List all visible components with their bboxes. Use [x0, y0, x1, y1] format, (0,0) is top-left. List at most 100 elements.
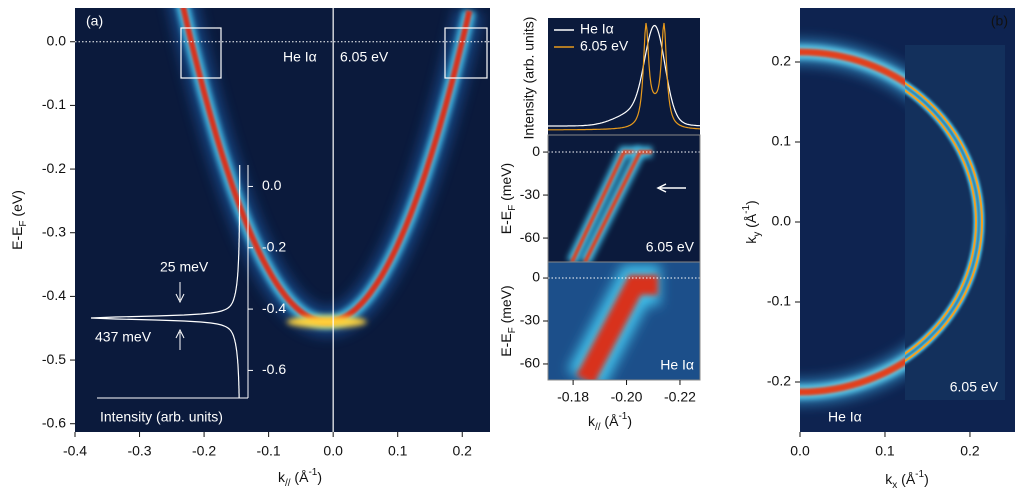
y-axis-label-part: (meV) [498, 285, 514, 327]
y-axis-label-part: y [752, 232, 763, 237]
x-tick-label: 0.0 [323, 443, 343, 459]
annotation: He Iα [660, 357, 694, 373]
y-axis-label: ky (Å-1) [741, 200, 763, 243]
x-tick-label: 0.1 [388, 443, 408, 459]
inset-x-label: Intensity (arb. units) [100, 409, 223, 425]
spectrum-line [548, 22, 701, 131]
edc-curve [90, 165, 241, 399]
y-axis-label-part: F [18, 220, 29, 226]
ring-inset [905, 80, 985, 364]
y-tick-label: -30 [520, 186, 540, 202]
y-tick-label: -0.6 [262, 361, 286, 377]
y-axis-label-part: -1 [741, 205, 752, 214]
annotation: He Iα [283, 49, 317, 65]
x-tick-label: -0.2 [192, 443, 216, 459]
band [567, 265, 660, 380]
band-core [576, 275, 658, 380]
x-axis-label-part: -1 [308, 467, 317, 478]
x-axis-label-part: (Å [601, 413, 620, 429]
y-tick-label: -0.6 [42, 414, 66, 430]
x-axis-label-part: -1 [915, 469, 924, 480]
y-axis-label-part: E-E [9, 227, 25, 250]
x-axis-label-part: ) [317, 469, 322, 485]
x-axis-label: k// (Å-1) [588, 411, 632, 433]
zoom-box [444, 27, 488, 79]
x-axis-label-part: // [595, 422, 601, 433]
x-tick-label: -0.4 [63, 443, 87, 459]
y-tick-label: -0.4 [42, 287, 66, 303]
y-axis-label-part: (eV) [9, 190, 25, 220]
x-axis-label-part: -1 [618, 411, 627, 422]
y-axis-label-part: F [507, 205, 518, 211]
y-tick-label: -0.2 [767, 373, 791, 389]
x-tick-label: -0.3 [127, 443, 151, 459]
y-axis-label: E-EF (meV) [498, 163, 518, 234]
panel-label: (a) [86, 13, 103, 29]
y-tick-label: 0.2 [772, 53, 792, 69]
x-axis-label-part: // [285, 478, 291, 489]
x-axis-label-part: ) [627, 413, 632, 429]
x-tick-label: 0.2 [960, 443, 980, 459]
y-tick-label: -0.1 [42, 96, 66, 112]
y-axis-label-part: E-E [498, 333, 514, 356]
annotation: 6.05 eV [950, 379, 999, 395]
y-tick-label: -30 [520, 312, 540, 328]
y-axis-label-part: ) [743, 200, 759, 205]
y-tick-label: 0.0 [47, 32, 67, 48]
spectrum-line [548, 24, 700, 127]
x-tick-label: 0.2 [453, 443, 473, 459]
y-axis-label: Intensity (arb. units) [521, 17, 537, 140]
x-tick-label: -0.22 [664, 389, 696, 405]
x-axis-label-part: k [885, 471, 893, 487]
y-tick-label: 0.0 [772, 213, 792, 229]
annotation: He Iα [828, 409, 862, 425]
y-axis-label: E-EF (meV) [498, 285, 518, 356]
legend-label: He Iα [580, 21, 614, 37]
y-tick-label: 0 [532, 143, 540, 159]
ring-core [905, 81, 983, 363]
y-tick-label: -60 [520, 355, 540, 371]
x-axis-label-part: k [588, 413, 596, 429]
x-axis-label: k// (Å-1) [278, 467, 322, 489]
y-tick-label: -0.5 [42, 351, 66, 367]
x-tick-label: 0.0 [790, 443, 810, 459]
annotation: 6.05 eV [646, 239, 695, 255]
y-axis-label: E-EF (eV) [9, 190, 29, 250]
ring-core [905, 89, 977, 355]
arrow [175, 328, 185, 350]
annotation: 25 meV [160, 259, 209, 275]
band [168, 8, 484, 337]
x-axis-label-part: (Å [291, 469, 310, 485]
legend-label: 6.05 eV [580, 38, 629, 54]
x-axis-label-part: (Å [897, 471, 916, 487]
y-axis-label-part: (Å [743, 213, 759, 232]
y-tick-label: 0 [532, 269, 540, 285]
x-axis-label: kx (Å-1) [885, 469, 928, 491]
y-tick-label: -60 [520, 229, 540, 245]
y-axis-label-part: F [507, 327, 518, 333]
zoom-box [180, 27, 222, 79]
spectrum-frame [548, 18, 700, 135]
x-tick-label: -0.20 [611, 389, 643, 405]
y-tick-label: -0.4 [262, 300, 286, 316]
y-tick-label: -0.2 [42, 160, 66, 176]
y-axis-label-part: (meV) [498, 163, 514, 205]
x-axis-label-part: k [278, 469, 286, 485]
x-tick-label: -0.1 [257, 443, 281, 459]
y-tick-label: 0.0 [262, 177, 282, 193]
y-axis-label-part: E-E [498, 211, 514, 234]
x-tick-label: 0.1 [875, 443, 895, 459]
arrow [175, 282, 185, 304]
y-tick-label: 0.1 [772, 133, 792, 149]
y-axis-label-part: k [743, 236, 759, 244]
y-tick-label: -0.3 [42, 223, 66, 239]
x-tick-label: -0.18 [557, 389, 589, 405]
band-bottom [286, 315, 367, 328]
annotation: 437 meV [95, 329, 152, 345]
arrow [656, 183, 686, 193]
panel-label: (b) [991, 13, 1008, 29]
y-tick-label: -0.1 [767, 293, 791, 309]
x-axis-label-part: x [892, 480, 897, 491]
y-tick-label: -0.2 [262, 238, 286, 254]
